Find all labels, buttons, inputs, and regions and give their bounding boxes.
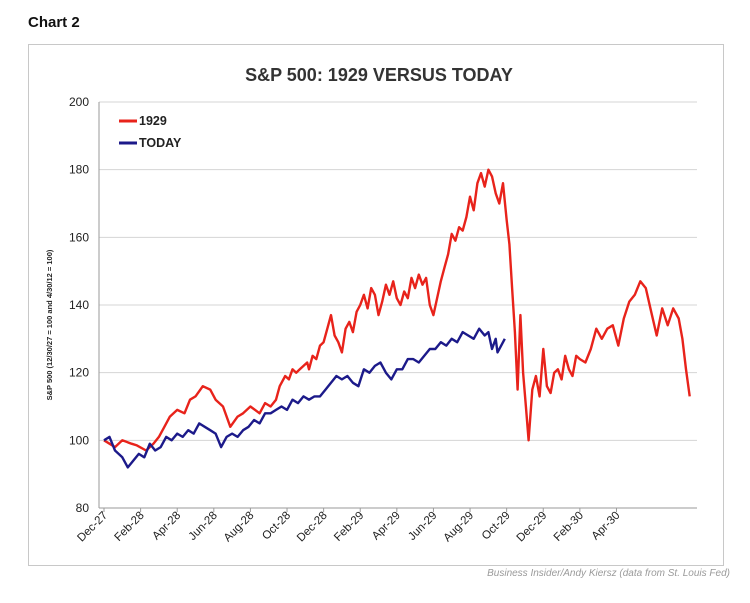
x-tick-label: Dec-29 <box>515 510 550 545</box>
series-line-1929 <box>103 168 691 452</box>
chart-frame: 80 100 120 140 160 180 200 Dec-27 Feb-28 Apr-28 Ju… <box>28 44 724 566</box>
y-axis-label: S&P 500 (12/30/27 = 100 and 4/30/12 = 10… <box>45 249 54 400</box>
x-tick-label: Jun-29 <box>406 510 439 543</box>
grid-layer <box>99 101 697 509</box>
y-tick-label: 180 <box>69 163 89 177</box>
chart-header-label: Chart 2 <box>28 14 80 31</box>
source-note: Business Insider/Andy Kiersz (data from … <box>487 568 730 579</box>
x-tick-label: Dec-28 <box>295 510 330 545</box>
y-tick-label: 160 <box>69 230 89 244</box>
series-line-today <box>103 327 506 469</box>
legend-label: TODAY <box>139 136 182 150</box>
series-layer <box>103 168 691 469</box>
x-tick-label: Feb-29 <box>332 510 366 544</box>
x-tick-label: Apr-29 <box>370 510 403 543</box>
y-tick-label: 120 <box>69 366 89 380</box>
x-tick-label: Oct-28 <box>260 510 293 543</box>
x-tick-label: Aug-29 <box>441 510 476 545</box>
x-tick-label: Jun-28 <box>187 510 220 543</box>
legend: 1929 TODAY <box>119 114 182 150</box>
x-tick-label: Feb-30 <box>552 510 586 544</box>
x-tick-label: Oct-29 <box>480 510 513 543</box>
chart-title: S&P 500: 1929 VERSUS TODAY <box>245 65 513 85</box>
x-tick-label: Feb-28 <box>112 510 146 544</box>
x-tick-label: Apr-30 <box>590 510 623 543</box>
y-tick-label: 80 <box>76 501 90 515</box>
x-tick-label: Apr-28 <box>150 510 183 543</box>
y-tick-label: 100 <box>69 433 89 447</box>
y-tick-label: 200 <box>69 95 89 109</box>
legend-label: 1929 <box>139 114 167 128</box>
y-tick-label: 140 <box>69 298 89 312</box>
x-tick-label: Aug-28 <box>222 510 257 545</box>
